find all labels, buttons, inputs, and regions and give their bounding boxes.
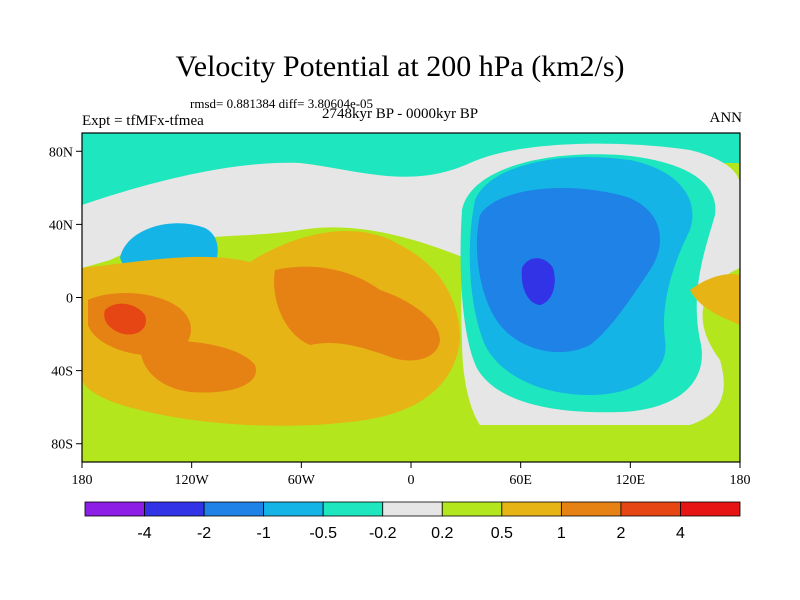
x-axis: 180 120W 60W 0 60E 120E 180 [72, 462, 751, 488]
colorbar-level-label: -0.2 [369, 525, 397, 542]
colorbar-swatch [501, 501, 562, 517]
field-atlantic-high [274, 266, 440, 361]
colorbar-swatch [263, 501, 324, 517]
x-tick-label: 180 [730, 473, 751, 488]
chart-title: Velocity Potential at 200 hPa (km2/s) [175, 50, 625, 83]
colorbar-level-label: -1 [257, 525, 271, 542]
field-dateline-high [690, 273, 740, 325]
experiment-label: Expt = tfMFx-tfmea [82, 113, 204, 129]
x-tick-label: 0 [408, 473, 415, 488]
colorbar-level-label: -4 [137, 525, 151, 542]
y-tick-label: 80N [49, 145, 73, 160]
x-tick-label: 60E [509, 473, 532, 488]
y-tick-label: 40S [51, 365, 73, 380]
colorbar-swatch [322, 501, 384, 517]
colorbar-swatch [620, 501, 681, 517]
field-north-cyan [82, 162, 470, 205]
colorbar-level-label: 4 [676, 525, 685, 542]
y-tick-label: 80S [51, 438, 73, 453]
x-tick-label: 180 [72, 473, 93, 488]
season-label: ANN [709, 110, 743, 126]
colorbar-level-label: 1 [557, 525, 566, 542]
x-tick-label: 60W [288, 473, 316, 488]
field-north-neutral [82, 162, 470, 268]
field-southeast-pacific-high [140, 341, 256, 393]
field-pacific-core [104, 303, 146, 335]
colorbar-swatch [382, 501, 443, 517]
colorbar-swatch [441, 501, 503, 517]
colorbar-level-label: 2 [616, 525, 625, 542]
y-axis: 80N 40N 0 40S 80S [49, 145, 82, 453]
x-tick-label: 120E [616, 473, 646, 488]
colorbar: -4 -2 -1 -0.5 -0.2 0.2 0.5 1 2 4 [84, 501, 741, 542]
stats-text: rmsd= 0.881384 diff= 3.80604e-05 [190, 96, 374, 111]
map-area [82, 133, 740, 462]
field-indian-ocean-core [521, 258, 555, 305]
colorbar-swatch [84, 501, 145, 517]
field-south-band [82, 440, 740, 462]
colorbar-level-label: -0.5 [309, 525, 337, 542]
colorbar-swatch [560, 501, 622, 517]
colorbar-swatch [144, 501, 205, 517]
y-tick-label: 0 [66, 292, 73, 307]
colorbar-level-label: 0.2 [431, 525, 453, 542]
colorbar-swatch [203, 501, 265, 517]
x-tick-label: 120W [175, 473, 210, 488]
colorbar-level-label: -2 [197, 525, 211, 542]
field-east-blue [476, 187, 660, 353]
colorbar-level-label: 0.5 [491, 525, 513, 542]
period-label: 2748kyr BP - 0000kyr BP [322, 106, 479, 122]
colorbar-swatch [680, 501, 741, 517]
y-tick-label: 40N [49, 218, 73, 233]
